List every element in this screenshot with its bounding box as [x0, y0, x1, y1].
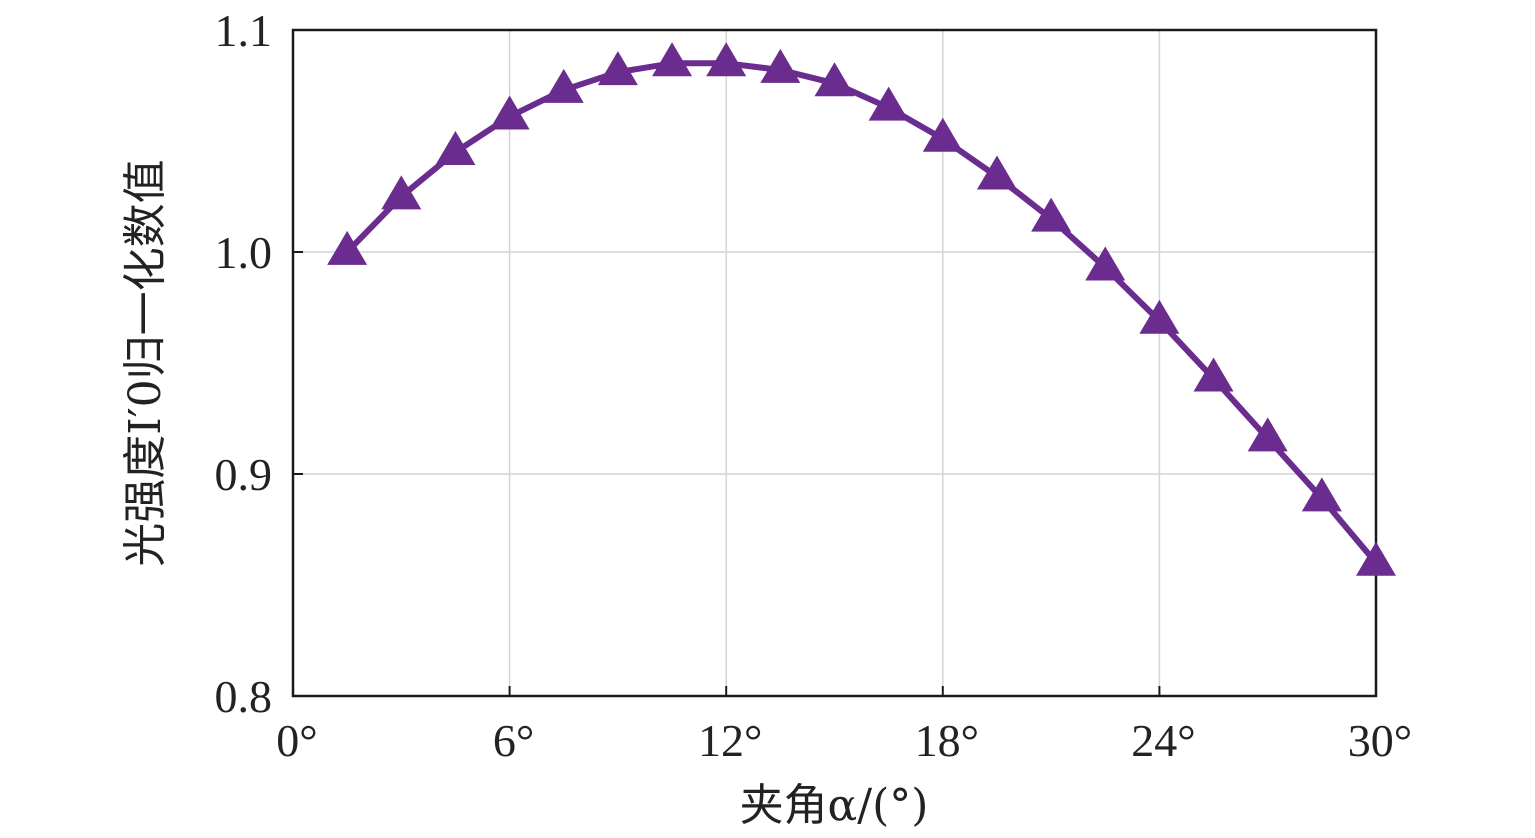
data-point-marker [760, 48, 801, 83]
x-tick-label: 18° [915, 715, 979, 766]
data-point-marker [1085, 246, 1126, 281]
y-tick-label: 1.1 [215, 5, 273, 56]
x-axis-label: 夹角α/(°) [740, 780, 929, 831]
data-point-marker [489, 95, 530, 130]
x-tick-label: 30° [1348, 715, 1412, 766]
data-point-marker [1031, 197, 1072, 232]
x-tick-label: 0° [276, 715, 317, 766]
y-tick-label: 0.9 [215, 449, 273, 500]
series [327, 42, 1396, 576]
data-point-marker [1356, 541, 1396, 576]
x-tick-label: 24° [1131, 715, 1195, 766]
data-point-marker [1139, 299, 1180, 334]
axis-ticks: 0° 6° 12° 18° 24° 30° 0.8 0.9 1.0 1.1 [215, 5, 1413, 766]
y-tick-label: 0.8 [215, 671, 273, 722]
data-point-marker [652, 42, 693, 77]
data-point-marker [976, 155, 1017, 190]
data-point-marker [597, 51, 638, 86]
data-point-marker [1247, 417, 1288, 452]
data-point-marker [868, 86, 909, 121]
series-line [345, 60, 1379, 565]
data-point-marker [381, 175, 422, 210]
data-point-marker [706, 42, 747, 77]
y-axis-label: 光强度I′0归一化数值 [120, 159, 171, 566]
x-tick-label: 12° [698, 715, 762, 766]
data-point-marker [1301, 477, 1342, 512]
data-point-marker [814, 62, 855, 97]
plot-frame [291, 28, 1378, 698]
x-tick-label: 6° [493, 715, 534, 766]
y-tick-label: 1.0 [215, 227, 273, 278]
data-point-marker [435, 131, 476, 166]
data-point-marker [922, 117, 963, 152]
data-point-marker [543, 68, 584, 103]
data-point-marker [1193, 357, 1234, 392]
data-point-marker [327, 230, 368, 265]
